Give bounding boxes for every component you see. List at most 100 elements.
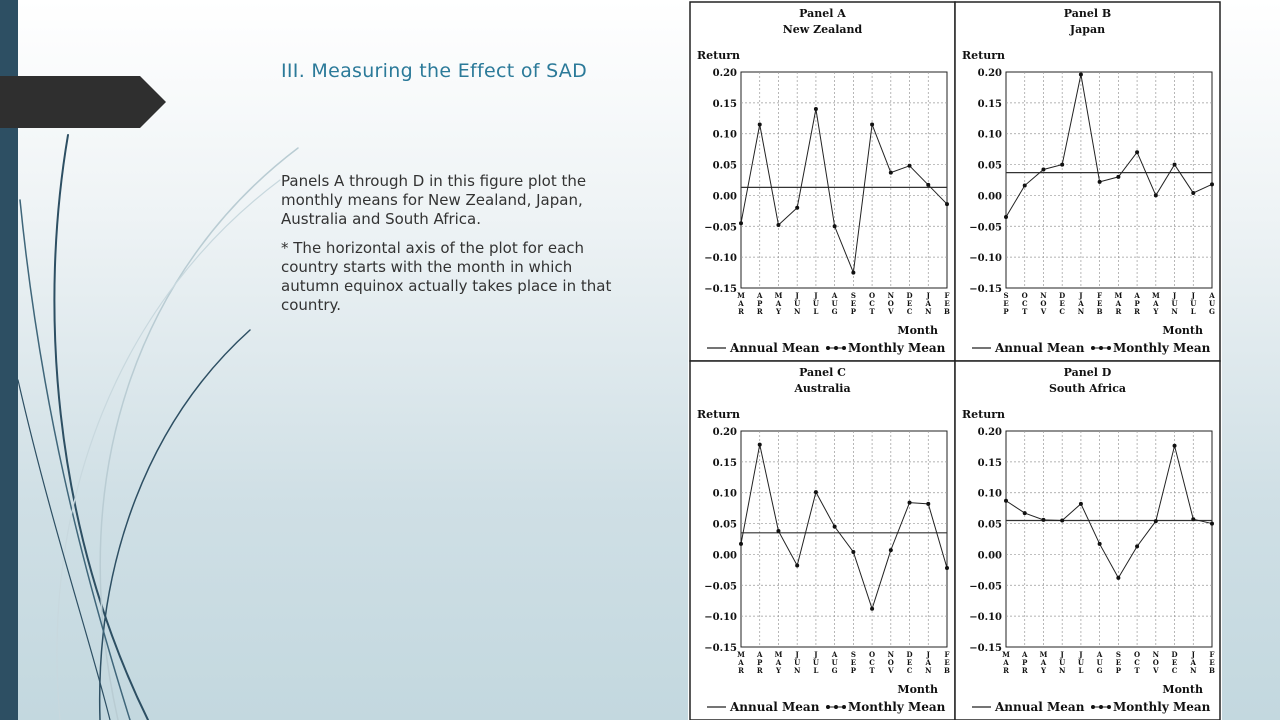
decorative-curve <box>99 147 299 720</box>
monthly-mean-point <box>1172 162 1177 167</box>
monthly-mean-point <box>1097 179 1102 184</box>
y-axis-label: Return <box>962 49 1005 62</box>
left-accent-bar <box>0 0 18 720</box>
monthly-mean-point <box>832 524 837 529</box>
y-tick-label: 0.10 <box>713 130 737 141</box>
y-tick-label: 0.05 <box>713 161 737 172</box>
y-tick-label: 0.10 <box>978 489 1002 500</box>
body-paragraph: Panels A through D in this figure plot t… <box>281 172 587 228</box>
monthly-mean-point <box>1060 162 1065 167</box>
panel-label: Panel D <box>1064 366 1112 379</box>
panel-label: Panel C <box>799 366 846 379</box>
monthly-mean-line <box>1005 74 1213 218</box>
y-tick-label: 0.15 <box>713 99 737 110</box>
monthly-mean-point <box>1041 517 1046 522</box>
y-tick-label: 0.00 <box>978 191 1002 202</box>
plot-area <box>740 71 948 289</box>
monthly-mean-point <box>1135 150 1140 155</box>
y-tick-label: −0.10 <box>969 612 1002 623</box>
y-tick-label: 0.00 <box>978 550 1002 561</box>
legend-monthly-label: Monthly Mean <box>848 700 946 714</box>
decorative-curve <box>98 329 251 720</box>
y-tick-label: 0.20 <box>978 427 1002 438</box>
monthly-mean-point <box>1078 72 1083 77</box>
y-tick-label: 0.10 <box>713 489 737 500</box>
monthly-mean-point <box>888 170 893 175</box>
monthly-mean-line <box>1005 445 1213 579</box>
monthly-mean-point <box>776 528 781 533</box>
chart-panel-a: Panel A New Zealand Return 0.20 0.15 0.10 0.05… <box>689 1 956 362</box>
y-axis-label: Return <box>697 49 740 62</box>
panel-frame <box>689 1 956 362</box>
monthly-mean-point <box>888 548 893 553</box>
panel-frame <box>954 1 1221 362</box>
y-tick-label: 0.15 <box>978 99 1002 110</box>
y-tick-label: −0.05 <box>969 222 1002 233</box>
monthly-mean-point <box>1191 517 1196 522</box>
legend-annual-label: Annual Mean <box>994 700 1085 714</box>
figure-panels: Panel A New Zealand Return 0.20 0.15 0.10 0.05… <box>688 0 1222 720</box>
monthly-mean-point <box>1116 575 1121 580</box>
legend-monthly-label: Monthly Mean <box>1113 341 1211 355</box>
monthly-mean-point <box>907 500 912 505</box>
title-tab <box>0 76 166 128</box>
monthly-mean-point <box>945 566 949 571</box>
chart-panel-c: Panel C Australia Return 0.20 0.15 0.10 0.05 0.… <box>689 360 956 720</box>
monthly-mean-point <box>851 549 856 554</box>
x-axis-label: Month <box>897 683 938 696</box>
monthly-mean-point <box>1097 541 1102 546</box>
monthly-mean-point <box>832 224 837 229</box>
monthly-mean-point <box>1172 443 1177 448</box>
monthly-mean-point <box>1135 544 1140 549</box>
y-tick-label: −0.10 <box>969 253 1002 264</box>
x-axis-label: Month <box>1162 683 1203 696</box>
monthly-mean-point <box>757 442 762 447</box>
panel-country: Japan <box>1069 23 1105 36</box>
panel-label: Panel A <box>799 7 846 20</box>
y-tick-label: 0.15 <box>713 458 737 469</box>
decorative-curves <box>17 134 299 720</box>
decorative-curve <box>53 134 149 720</box>
panel-country: Australia <box>793 382 850 395</box>
legend-monthly-swatch <box>1091 705 1111 709</box>
plot-area <box>740 430 948 648</box>
x-axis-label: Month <box>897 324 938 337</box>
y-tick-label: 0.20 <box>713 68 737 79</box>
monthly-mean-point <box>926 501 931 506</box>
panel-frame <box>689 360 956 720</box>
legend-monthly-swatch <box>826 346 846 350</box>
legend-annual-label: Annual Mean <box>729 341 820 355</box>
monthly-mean-point <box>1004 215 1008 220</box>
monthly-mean-point <box>1210 521 1214 526</box>
plot-area <box>1005 71 1213 289</box>
y-tick-label: 0.15 <box>978 458 1002 469</box>
y-tick-label: −0.10 <box>704 612 737 623</box>
monthly-mean-point <box>1153 193 1158 198</box>
y-tick-label: −0.05 <box>704 222 737 233</box>
y-tick-label: 0.05 <box>713 520 737 531</box>
